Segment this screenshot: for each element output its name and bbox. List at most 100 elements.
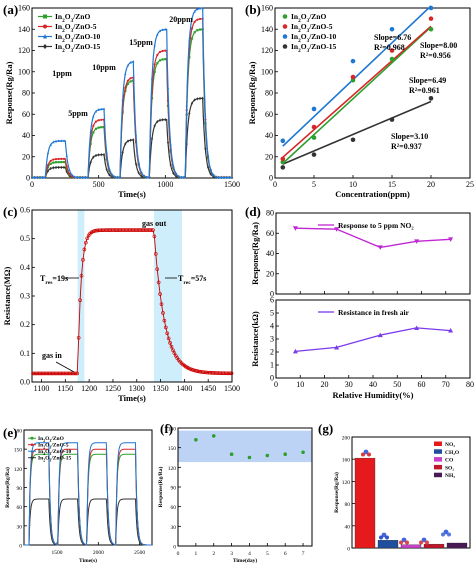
a-series-point xyxy=(62,139,66,142)
a-series-point xyxy=(129,138,132,142)
b-data-point xyxy=(311,106,317,112)
d-top-point xyxy=(292,226,298,231)
a-series-point xyxy=(84,175,87,179)
g-molecule-icon xyxy=(447,532,451,537)
e-y-tick-label: 30 xyxy=(17,524,23,530)
a-series-point xyxy=(105,167,108,172)
g-molecule-icon xyxy=(381,532,387,538)
a-series-point xyxy=(198,28,202,31)
a-series-line xyxy=(32,7,232,179)
a-series-point xyxy=(161,118,164,122)
a-series-point xyxy=(161,28,164,31)
a-series-point xyxy=(129,60,132,64)
a-series-point xyxy=(150,76,154,80)
a-series-point xyxy=(62,160,66,164)
a-series-point xyxy=(89,160,92,165)
c-resistance-point xyxy=(74,371,78,376)
g-y-tick-label: 160 xyxy=(342,458,351,464)
g-molecule-icon xyxy=(401,537,407,543)
d-bottom-y-tick-label: 0 xyxy=(270,374,274,383)
a-series-point xyxy=(70,173,74,177)
a-series-point xyxy=(110,172,114,176)
b-legend-entry: In2O3/ZnO-5 xyxy=(291,22,333,34)
a-series-point xyxy=(108,173,111,177)
c-y-tick-label: 0.6 xyxy=(20,206,30,215)
c-t-rec-label: Trec=57s xyxy=(178,274,206,286)
b-legend-marker xyxy=(282,34,288,39)
b-data-point xyxy=(428,96,434,101)
b-legend-marker xyxy=(282,24,288,29)
a-series-point xyxy=(172,164,175,167)
b-x-tick-label: 10 xyxy=(349,180,357,189)
b-r2-label: R²=0.956 xyxy=(420,51,451,60)
c-y-axis-label: Resistance(MΩ) xyxy=(2,266,12,325)
panel-b: 0 5 10 15 20 25 0 20 40 60 80 100 120 140 160 Concentra… xyxy=(245,2,474,199)
a-series-point xyxy=(62,157,66,160)
c-shaded-region xyxy=(77,210,85,382)
a-series-point xyxy=(126,139,130,143)
e-legend-entry: In2O3/ZnO-15 xyxy=(38,456,71,463)
f-data-point xyxy=(211,434,216,438)
a-y-tick-label: 40 xyxy=(22,131,30,140)
b-panel-letter: (b) xyxy=(245,2,261,17)
a-legend-marker xyxy=(43,14,47,19)
c-resistance-point xyxy=(75,371,80,376)
g-molecule-icon xyxy=(399,540,403,545)
g-legend-entry: SO₂ xyxy=(445,465,454,471)
g-legend-swatch xyxy=(434,441,442,446)
b-legend-marker xyxy=(282,44,288,49)
a-series-point xyxy=(65,153,68,157)
a-series-point xyxy=(54,161,58,164)
f-y-tick-label: 90 xyxy=(171,486,177,492)
a-series-point xyxy=(81,175,84,179)
c-x-tick-label: 1100 xyxy=(34,384,50,393)
a-series-point xyxy=(121,150,124,155)
a-series-point xyxy=(60,157,63,160)
a-series-point xyxy=(54,165,58,170)
a-series-point xyxy=(60,165,63,170)
a-series-point xyxy=(52,158,55,161)
a-series-point xyxy=(102,152,106,157)
a-series-point xyxy=(65,169,68,174)
b-y-tick-label: 60 xyxy=(265,110,273,119)
b-data-point xyxy=(389,117,395,122)
a-series-point xyxy=(76,175,79,179)
a-series-point xyxy=(46,151,50,155)
d-bottom-y-tick-label: 5 xyxy=(270,309,274,318)
a-series-point xyxy=(54,157,58,161)
c-resistance-point xyxy=(159,302,164,306)
a-series-point xyxy=(49,162,52,165)
c-resistance-point xyxy=(156,280,161,285)
a-series-point xyxy=(129,77,132,80)
e-x-tick-label: 2000 xyxy=(93,550,104,556)
f-x-tick-label: 5 xyxy=(266,551,269,557)
a-series-point xyxy=(94,109,98,113)
d-bottom-y-tick-label: 2 xyxy=(270,348,274,357)
g-legend-swatch xyxy=(434,472,442,478)
a-series-point xyxy=(206,165,210,169)
a-series-point xyxy=(140,174,143,178)
a-series-point xyxy=(65,165,68,168)
a-series-point xyxy=(198,6,202,10)
b-data-point xyxy=(311,135,317,140)
g-y-tick-label: 120 xyxy=(342,480,351,486)
b-y-tick-label: 100 xyxy=(261,67,273,76)
g-legend-entry: NH₃ xyxy=(445,473,455,479)
g-molecule-icon xyxy=(385,535,389,540)
f-data-point xyxy=(283,452,288,457)
a-series-point xyxy=(164,27,167,31)
d-top-point xyxy=(448,237,454,242)
d-top-y-tick-label: 80 xyxy=(266,209,274,218)
d-top-point xyxy=(414,239,420,244)
panel-f: 0 1 2 3 4 5 6 7 0 30 60 90 120 150 180 Time(day) Respons… xyxy=(157,421,313,564)
c-resistance-point xyxy=(81,258,85,262)
b-y-tick-label: 120 xyxy=(261,46,273,55)
f-y-tick-label: 180 xyxy=(168,427,177,433)
e-legend-entry: In2O3/ZnO-10 xyxy=(38,449,71,456)
a-series-point xyxy=(126,63,130,67)
b-data-point xyxy=(350,137,356,143)
a-series-point xyxy=(153,43,156,47)
b-y-tick-label: 80 xyxy=(265,89,273,98)
c-resistance-point xyxy=(161,311,165,315)
d-top-y-axis-label: Response(Rg/Ra) xyxy=(250,222,260,285)
